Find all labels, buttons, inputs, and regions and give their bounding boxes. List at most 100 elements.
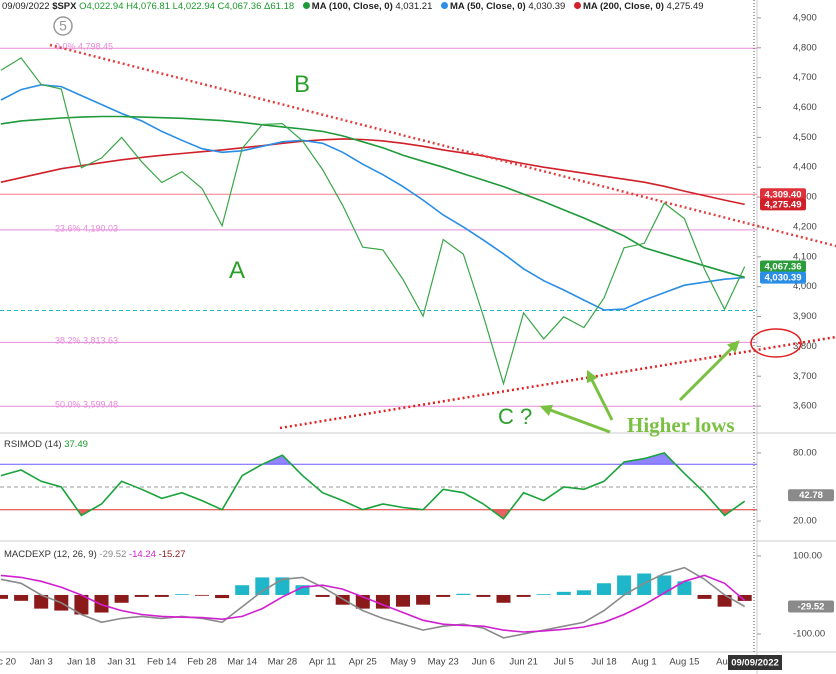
overbought-fill xyxy=(262,452,676,465)
histogram-bar xyxy=(396,594,410,607)
histogram-bar xyxy=(14,594,29,601)
histogram-bar xyxy=(617,575,632,595)
histogram-bar xyxy=(677,581,692,595)
value-badge xyxy=(760,271,806,284)
value-badge-label: 4,030.39 xyxy=(765,273,802,284)
x-tick-label: Dec 20 xyxy=(0,657,16,668)
series-line xyxy=(0,574,746,633)
histogram-bar xyxy=(154,594,169,597)
histogram-bar xyxy=(456,593,471,595)
y-tick-label: 4,600 xyxy=(793,102,817,113)
legend-value: 4,031.21 xyxy=(395,1,433,12)
x-tick-label: Jun 6 xyxy=(472,657,495,668)
histogram-bar xyxy=(556,591,571,595)
histogram-bar xyxy=(295,585,310,595)
y-tick-label: 3,800 xyxy=(793,341,817,352)
histogram-bar xyxy=(436,594,451,597)
y-tick-label: -100.00 xyxy=(793,629,825,640)
legend-value: 4,030.39 xyxy=(528,1,566,12)
legend-entry: MA (50, Close, 0) xyxy=(450,1,526,12)
histogram-bar xyxy=(94,594,109,613)
histogram-bar xyxy=(0,594,8,599)
y-tick-label: 3,700 xyxy=(793,371,817,382)
x-tick-label: Jun 21 xyxy=(509,657,538,668)
x-tick-label: Jul 18 xyxy=(591,657,616,668)
histogram-bar xyxy=(576,590,591,595)
y-tick-label: 3,600 xyxy=(793,401,817,412)
x-tick-label: Aug 15 xyxy=(669,657,699,668)
histogram-bar xyxy=(416,594,431,605)
ohlc: Δ61.18 xyxy=(264,1,295,12)
x-tick-label: Aug xyxy=(716,657,733,668)
histogram-bar xyxy=(476,594,491,597)
x-tick-label: Jul 5 xyxy=(554,657,574,668)
indicator-value: -29.52 xyxy=(99,549,126,560)
value-badge xyxy=(760,198,806,211)
histogram-bar xyxy=(315,594,330,597)
y-tick-label: 4,500 xyxy=(793,132,817,143)
ohlc: C4,067.36 xyxy=(217,1,262,12)
annotation: A xyxy=(229,257,245,284)
histogram-bar xyxy=(134,594,149,597)
y-tick-label: 80.00 xyxy=(793,447,817,458)
indicator-value: -15.27 xyxy=(159,549,186,560)
arrow xyxy=(539,404,611,434)
y-tick-label: 4,900 xyxy=(793,12,817,23)
value-badge xyxy=(788,600,834,613)
symbol: $SPX xyxy=(52,1,77,12)
annotation: C ? xyxy=(498,404,532,429)
series-line xyxy=(0,566,746,639)
fib-level-label: 50.0% 3,599.48 xyxy=(55,400,118,410)
fib-level-label: 0.0% 4,798.45 xyxy=(55,42,113,52)
y-tick-label: 4,100 xyxy=(793,251,817,262)
value-badge-label: 4,309.40 xyxy=(765,189,802,200)
histogram-bar xyxy=(637,573,652,595)
macd-panel xyxy=(0,566,752,639)
histogram-bar xyxy=(34,594,49,609)
legend-dot xyxy=(441,2,448,9)
series-line xyxy=(0,115,745,279)
value-badge xyxy=(760,188,806,201)
annotation: Higher lows xyxy=(627,413,735,437)
series-line xyxy=(0,57,746,386)
histogram-bar xyxy=(174,594,189,595)
y-tick-label: 4,000 xyxy=(793,281,817,292)
ohlc: O4,022.94 xyxy=(79,1,124,12)
arrow xyxy=(678,340,740,402)
histogram-bar xyxy=(335,594,350,605)
y-tick-label: 20.00 xyxy=(793,516,817,527)
highlight-ellipse xyxy=(750,328,802,358)
arrow xyxy=(586,369,614,421)
x-tick-label: Jan 3 xyxy=(30,657,53,668)
panel-title: MACDEXP (12, 26, 9) -29.52 -14.24 -15.27 xyxy=(4,549,186,560)
x-tick-label: Mar 28 xyxy=(268,657,298,668)
trendline xyxy=(49,43,836,248)
wave-circle xyxy=(53,16,73,36)
annotation: B xyxy=(294,71,310,98)
legend-entry: MA (100, Close, 0) xyxy=(311,1,393,12)
series-line xyxy=(0,138,745,206)
x-tick-label: Feb 14 xyxy=(147,657,177,668)
y-tick-label: 4,700 xyxy=(793,72,817,83)
y-tick-label: 4,200 xyxy=(793,221,817,232)
x-tick-label: Mar 14 xyxy=(227,657,257,668)
histogram-bar xyxy=(516,594,531,597)
x-tick-label: Jan 18 xyxy=(67,657,96,668)
trendline xyxy=(279,335,836,430)
legend-dot xyxy=(302,2,310,9)
histogram-bar xyxy=(597,583,611,595)
series-line xyxy=(0,83,745,311)
x-tick-label: Apr 11 xyxy=(309,657,336,668)
date-badge-label: 09/09/2022 xyxy=(731,658,779,669)
value-badge xyxy=(760,260,806,273)
indicator-value: -14.24 xyxy=(129,549,156,560)
value-badge-label: 4,067.36 xyxy=(765,262,802,273)
y-tick-label: 100.00 xyxy=(793,550,822,561)
value-badge-label: 4,275.49 xyxy=(765,199,802,210)
value-badge xyxy=(788,489,834,502)
legend-value: 4,275.49 xyxy=(666,1,704,12)
histogram-bar xyxy=(657,575,672,595)
legend-entry: MA (200, Close, 0) xyxy=(582,1,664,12)
